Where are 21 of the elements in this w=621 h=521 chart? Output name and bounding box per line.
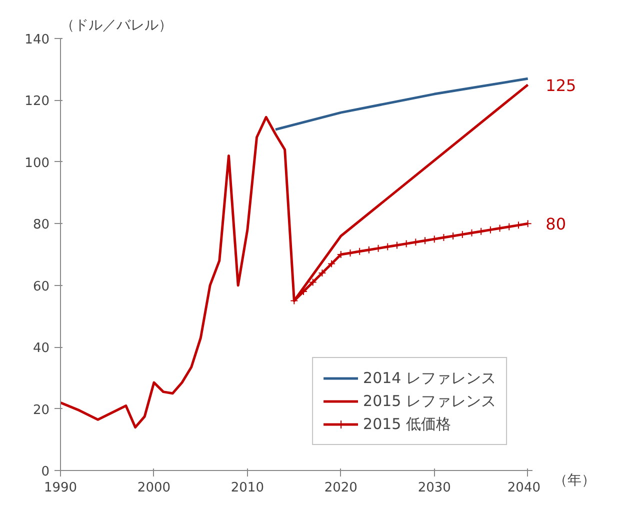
- y-tick-label: 100: [24, 156, 50, 171]
- y-tick-label: 140: [24, 32, 50, 48]
- y-tick-label: 80: [32, 218, 50, 233]
- x-tick-label: 2000: [137, 480, 171, 496]
- x-tick-label: 2040: [507, 480, 541, 496]
- y-tick-label: 0: [41, 464, 50, 480]
- legend-label: 2014 レファレンス: [363, 368, 496, 388]
- y-tick-label: 120: [24, 94, 50, 110]
- x-tick-label: 2020: [324, 480, 358, 496]
- x-tick-label: 1990: [44, 480, 78, 496]
- legend-label: 2015 レファレンス: [363, 392, 496, 410]
- legend-label: 2015 低価格: [363, 414, 451, 434]
- x-axis-title: （年）: [554, 472, 596, 488]
- annotation: 80: [546, 214, 566, 234]
- x-tick-label: 2010: [230, 480, 264, 496]
- y-tick-label: 60: [32, 279, 50, 294]
- annotation: 125: [546, 76, 576, 95]
- y-tick-label: 20: [32, 402, 50, 418]
- x-tick-label: 2030: [418, 480, 451, 496]
- y-tick-label: 40: [32, 341, 50, 356]
- y-axis-title: （ドル／バレル）: [60, 18, 172, 34]
